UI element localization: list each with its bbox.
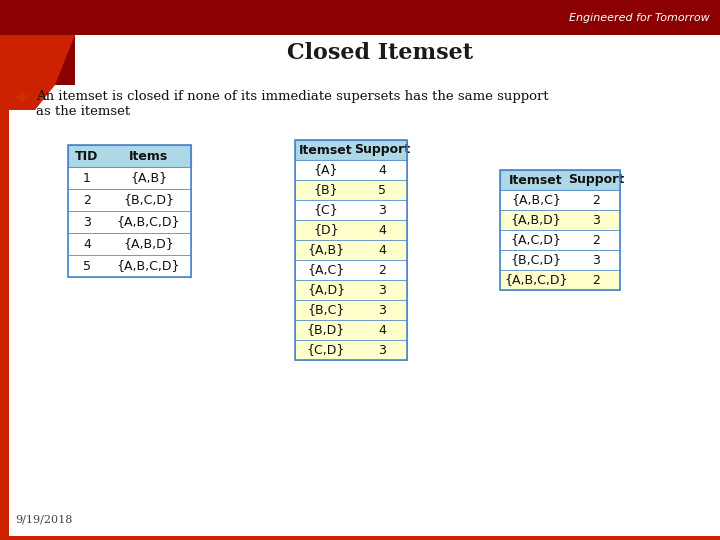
Bar (68, 167, 191, 189)
Text: {A,C,D}: {A,C,D} (510, 233, 562, 246)
Text: {C}: {C} (314, 204, 338, 217)
Text: 3: 3 (592, 213, 600, 226)
Bar (68, 233, 191, 255)
Text: 4: 4 (83, 238, 91, 251)
Text: 9/19/2018: 9/19/2018 (15, 515, 73, 525)
Bar (295, 240, 407, 260)
Bar (0, 536, 720, 540)
Text: Closed Itemset: Closed Itemset (287, 42, 473, 64)
Text: {B,C}: {B,C} (307, 303, 345, 316)
Text: 4: 4 (378, 244, 386, 256)
Text: TID: TID (76, 150, 99, 163)
Bar (500, 230, 620, 250)
Text: 3: 3 (83, 215, 91, 228)
Text: 3: 3 (592, 253, 600, 267)
Text: Support: Support (568, 173, 624, 186)
Text: 4: 4 (378, 164, 386, 177)
Bar (0, 35, 75, 85)
Text: {A,B,D}: {A,B,D} (510, 213, 562, 226)
Polygon shape (9, 85, 55, 110)
Bar (295, 300, 407, 320)
Text: as the itemset: as the itemset (36, 105, 130, 118)
Bar (295, 200, 407, 220)
Text: Itemset: Itemset (300, 144, 353, 157)
Text: 1: 1 (83, 172, 91, 185)
Bar (295, 320, 407, 340)
Bar (295, 340, 407, 360)
Text: {A,B,C}: {A,B,C} (511, 193, 561, 206)
Text: 4: 4 (378, 224, 386, 237)
Text: {A,B}: {A,B} (130, 172, 167, 185)
Text: {A,B,C,D}: {A,B,C,D} (117, 215, 180, 228)
Bar (295, 140, 407, 160)
Bar (68, 189, 191, 211)
Text: ❖: ❖ (15, 90, 29, 105)
Text: 2: 2 (592, 273, 600, 287)
Text: Items: Items (129, 150, 168, 163)
Text: Engineered for Tomorrow: Engineered for Tomorrow (570, 13, 710, 23)
Text: {C,D}: {C,D} (307, 343, 345, 356)
Text: An itemset is closed if none of its immediate supersets has the same support: An itemset is closed if none of its imme… (36, 90, 549, 103)
Bar (500, 170, 620, 190)
Text: {B,C,D}: {B,C,D} (510, 253, 562, 267)
Text: {B}: {B} (314, 184, 338, 197)
Text: {D}: {D} (313, 224, 339, 237)
Text: 4: 4 (378, 323, 386, 336)
Text: Itemset: Itemset (509, 173, 563, 186)
Text: 3: 3 (378, 303, 386, 316)
Bar (0, 0, 720, 35)
Bar (68, 145, 191, 277)
Bar (68, 211, 191, 233)
Bar (68, 255, 191, 277)
Bar (295, 160, 407, 180)
Bar (295, 280, 407, 300)
Text: 2: 2 (592, 233, 600, 246)
Bar (500, 190, 620, 210)
Text: {A,B,C,D}: {A,B,C,D} (117, 260, 180, 273)
Text: {A,B,D}: {A,B,D} (123, 238, 174, 251)
Text: 3: 3 (378, 204, 386, 217)
Text: 5: 5 (378, 184, 386, 197)
Text: 3: 3 (378, 284, 386, 296)
Bar (295, 260, 407, 280)
Text: 5: 5 (83, 260, 91, 273)
Bar (0, 35, 9, 540)
Text: 2: 2 (592, 193, 600, 206)
Text: {A,B,C,D}: {A,B,C,D} (504, 273, 568, 287)
Text: 3: 3 (378, 343, 386, 356)
Text: 2: 2 (378, 264, 386, 276)
Bar (295, 220, 407, 240)
Text: {A,C}: {A,C} (307, 264, 345, 276)
Text: {B,C,D}: {B,C,D} (123, 193, 174, 206)
Bar (500, 270, 620, 290)
Polygon shape (0, 35, 75, 85)
Bar (500, 170, 620, 290)
Bar (295, 140, 407, 360)
Text: {B,D}: {B,D} (307, 323, 345, 336)
Text: {A,B}: {A,B} (307, 244, 345, 256)
Text: {A}: {A} (314, 164, 338, 177)
Bar (295, 180, 407, 200)
Bar (500, 210, 620, 230)
Bar (500, 250, 620, 270)
Bar (68, 145, 191, 167)
Text: 2: 2 (83, 193, 91, 206)
Text: Support: Support (354, 144, 410, 157)
Text: {A,D}: {A,D} (307, 284, 345, 296)
